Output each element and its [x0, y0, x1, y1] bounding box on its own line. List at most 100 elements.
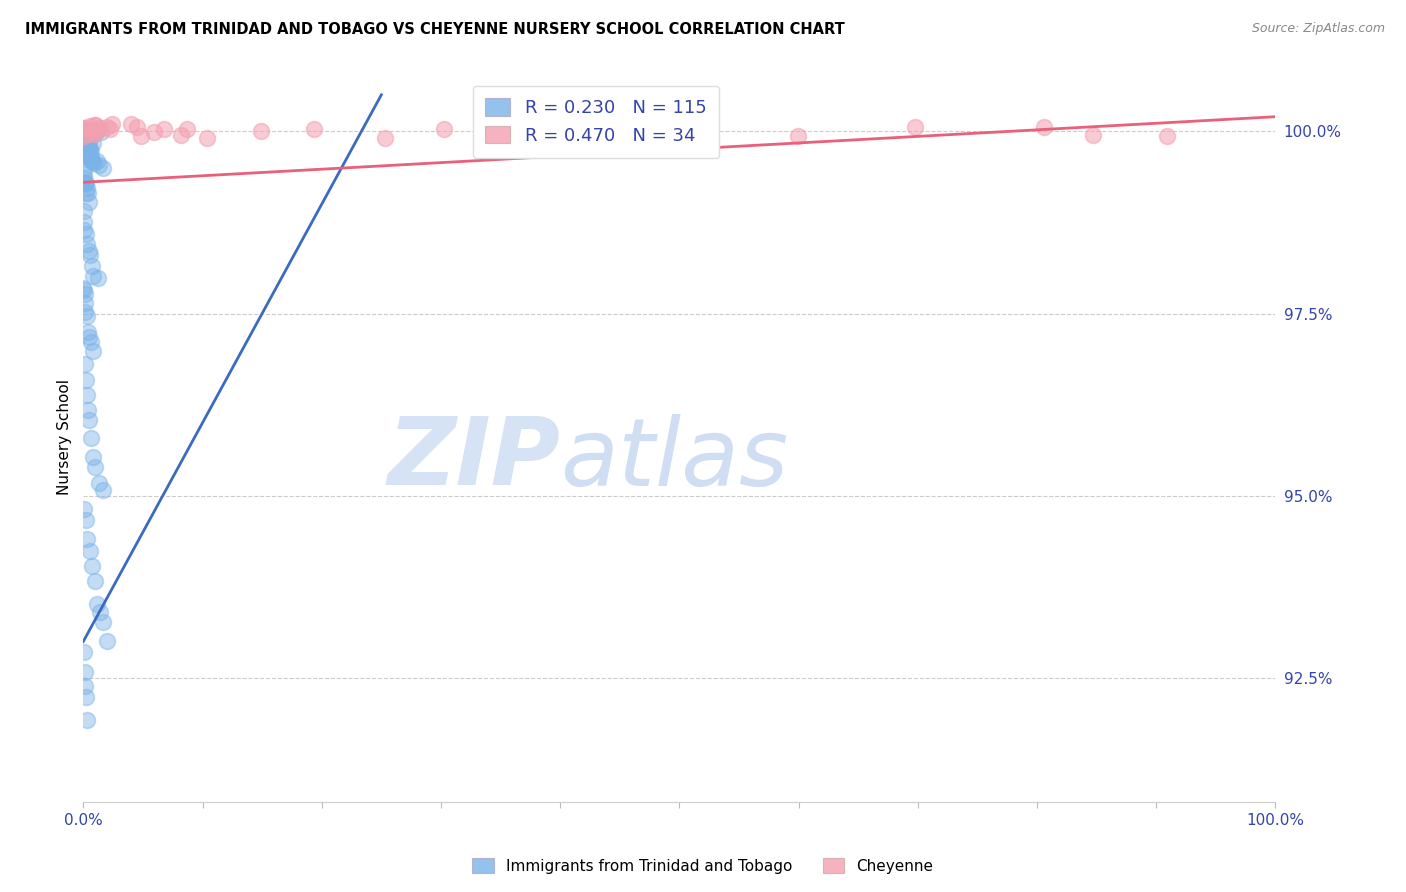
Point [77, 146, 100, 161]
Point [75, 176, 97, 190]
Point [76, 236, 98, 251]
Point [82, 154, 104, 169]
Point [76, 713, 98, 727]
Point [75, 287, 97, 301]
Point [302, 122, 325, 136]
Point [73, 130, 96, 145]
Point [73, 145, 96, 160]
Point [82, 450, 104, 464]
Point [79, 543, 101, 558]
Point [80, 150, 103, 164]
Point [77, 124, 100, 138]
Point [73, 136, 96, 151]
Point [77, 195, 100, 210]
Point [82, 344, 104, 359]
Point [76, 532, 98, 546]
Point [83, 118, 105, 132]
Point [129, 128, 152, 143]
Point [80, 431, 103, 445]
Point [76, 387, 98, 401]
Point [72, 281, 94, 295]
Point [83, 156, 105, 170]
Point [73, 283, 96, 297]
Point [79, 144, 101, 158]
Point [98, 121, 121, 136]
Point [250, 124, 273, 138]
Point [73, 502, 96, 516]
Point [86, 126, 108, 140]
Point [75, 124, 97, 138]
Point [77, 402, 100, 417]
Point [77, 128, 100, 142]
Text: Source: ZipAtlas.com: Source: ZipAtlas.com [1251, 22, 1385, 36]
Point [73, 162, 96, 177]
Point [86, 597, 108, 611]
Point [787, 129, 810, 144]
Point [82, 269, 104, 284]
Point [72, 137, 94, 152]
Point [76, 325, 98, 339]
Point [75, 513, 97, 527]
Point [73, 132, 96, 146]
Point [77, 127, 100, 141]
Point [82, 124, 104, 138]
Point [75, 132, 97, 146]
Point [76, 124, 98, 138]
Point [76, 149, 98, 163]
Point [433, 122, 456, 136]
Point [73, 170, 96, 185]
Legend: Immigrants from Trinidad and Tobago, Cheyenne: Immigrants from Trinidad and Tobago, Che… [467, 852, 939, 880]
Point [76, 309, 98, 323]
Point [75, 227, 97, 241]
Point [75, 139, 97, 153]
Point [72, 121, 94, 136]
Point [73, 128, 96, 143]
Point [96, 634, 118, 648]
Point [73, 305, 96, 319]
Point [127, 120, 149, 134]
Point [87, 158, 110, 172]
Point [142, 125, 165, 139]
Point [91, 483, 114, 498]
Point [83, 127, 105, 141]
Point [87, 476, 110, 491]
Point [1033, 120, 1056, 134]
Point [73, 176, 96, 190]
Point [76, 124, 98, 138]
Point [79, 248, 101, 262]
Point [80, 124, 103, 138]
Point [75, 150, 97, 164]
Point [82, 136, 104, 151]
Point [76, 181, 98, 195]
Point [550, 120, 572, 135]
Point [76, 137, 98, 152]
Point [76, 130, 98, 145]
Point [79, 119, 101, 133]
Point [73, 136, 96, 150]
Point [73, 141, 96, 155]
Text: ZIP: ZIP [387, 413, 560, 505]
Point [86, 124, 108, 138]
Point [79, 142, 101, 156]
Point [73, 679, 96, 693]
Point [84, 460, 107, 475]
Point [77, 330, 100, 344]
Legend: R = 0.230   N = 115, R = 0.470   N = 34: R = 0.230 N = 115, R = 0.470 N = 34 [472, 86, 720, 158]
Y-axis label: Nursery School: Nursery School [58, 379, 72, 495]
Point [73, 129, 96, 144]
Point [73, 357, 96, 371]
Point [73, 204, 96, 219]
Point [1156, 128, 1178, 143]
Point [75, 186, 97, 201]
Point [76, 136, 98, 150]
Point [176, 121, 198, 136]
Point [76, 148, 98, 162]
Point [90, 125, 112, 139]
Point [83, 574, 105, 589]
Point [89, 605, 111, 619]
Point [73, 124, 96, 138]
Point [75, 128, 97, 142]
Point [73, 168, 96, 182]
Point [73, 138, 96, 153]
Point [478, 120, 501, 135]
